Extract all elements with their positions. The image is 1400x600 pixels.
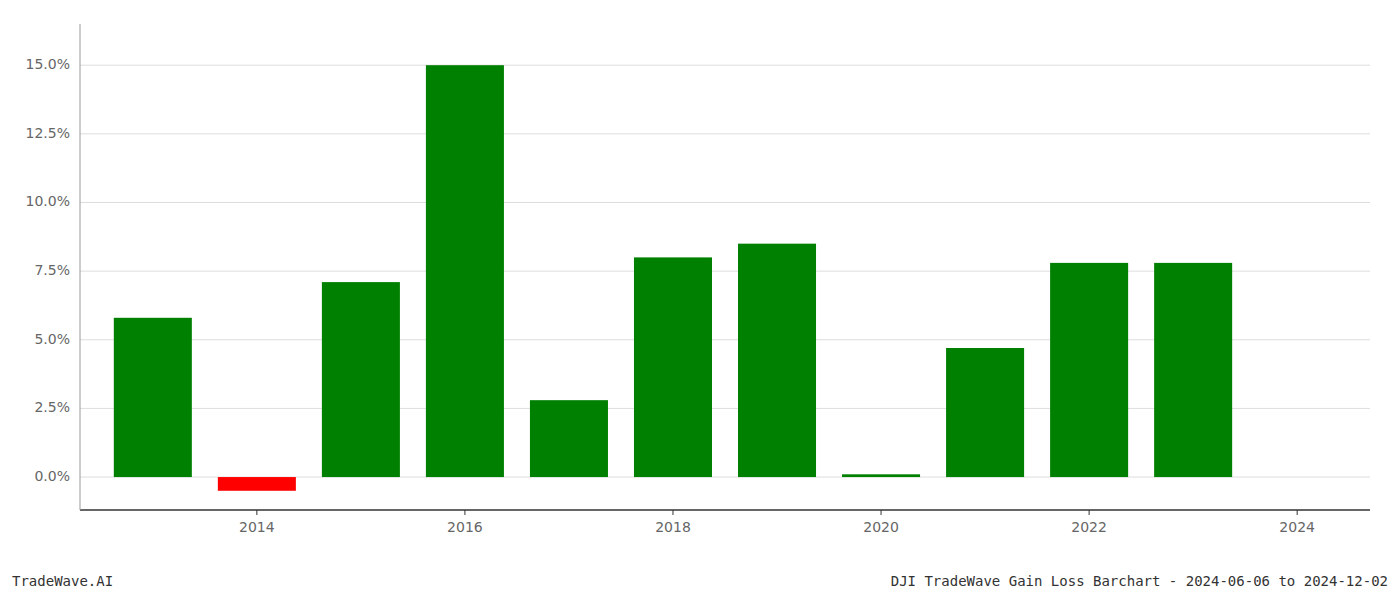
bar [1154,263,1232,477]
y-tick-label: 7.5% [34,262,70,278]
y-tick-labels: 0.0% 2.5% 5.0% 7.5% 10.0% 12.5% 15.0% [26,56,70,484]
grid [80,65,1370,477]
x-tick-label: 2018 [655,519,691,535]
x-tick-labels: 2014 2016 2018 2020 2022 2024 [239,510,1315,535]
bar [114,318,192,477]
y-tick-label: 15.0% [26,56,70,72]
bar [946,348,1024,477]
axes [80,24,1370,510]
bar [842,474,920,477]
x-tick-label: 2014 [239,519,275,535]
x-tick [1297,510,1298,515]
x-tick [672,510,673,515]
bar [530,400,608,477]
grid-line [80,133,1370,134]
y-tick-label: 12.5% [26,125,70,141]
x-tick-label: 2022 [1071,519,1107,535]
y-tick-label: 2.5% [34,399,70,415]
bar [1050,263,1128,477]
bars [114,65,1232,491]
bar [322,282,400,477]
watermark: TradeWave.AI [12,573,113,589]
title: DJI TradeWave Gain Loss Barchart - 2024-… [891,573,1388,589]
x-tick-label: 2016 [447,519,483,535]
grid-line [80,65,1370,66]
x-tick [881,510,882,515]
x-tick-label: 2024 [1279,519,1315,535]
y-tick-label: 0.0% [34,468,70,484]
bar [738,244,816,477]
y-tick-label: 10.0% [26,193,70,209]
x-tick [256,510,257,515]
background [0,0,1400,600]
chart: 0.0%2.5%5.0%7.5%10.0%12.5%15.0%201420162… [0,0,1400,600]
grid-line [80,202,1370,203]
y-axis-line [80,24,81,510]
x-tick [1089,510,1090,515]
x-tick-label: 2020 [863,519,899,535]
x-axis-line [80,509,1370,511]
bar [634,257,712,477]
y-tick-label: 5.0% [34,331,70,347]
bar [426,65,504,477]
x-tick [464,510,465,515]
bar [218,477,296,491]
